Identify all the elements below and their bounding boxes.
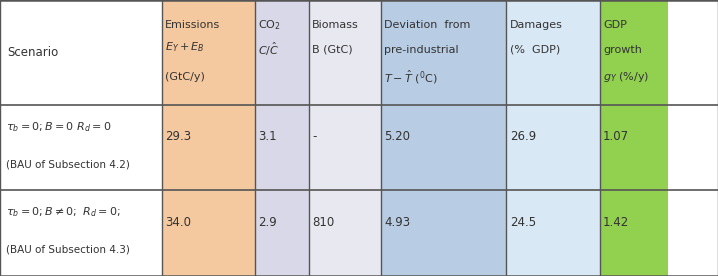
Text: 24.5: 24.5: [510, 216, 536, 229]
Bar: [0, 0, 162, 105]
Bar: [255, 105, 309, 190]
Bar: [381, 190, 506, 276]
Text: 5.20: 5.20: [384, 130, 410, 143]
Text: 29.3: 29.3: [165, 130, 191, 143]
Bar: [381, 0, 506, 105]
Text: (%  GDP): (% GDP): [510, 45, 560, 55]
Text: 34.0: 34.0: [165, 216, 191, 229]
Bar: [162, 105, 255, 190]
Text: $C/\hat{C}$: $C/\hat{C}$: [258, 41, 280, 59]
Text: growth: growth: [603, 45, 642, 55]
Text: 810: 810: [312, 216, 335, 229]
Text: -: -: [312, 130, 317, 143]
Bar: [600, 105, 668, 190]
Text: (BAU of Subsection 4.3): (BAU of Subsection 4.3): [6, 245, 130, 255]
Text: (GtC/y): (GtC/y): [165, 72, 205, 82]
Text: CO$_2$: CO$_2$: [258, 18, 281, 32]
Bar: [255, 190, 309, 276]
Text: GDP: GDP: [603, 20, 627, 30]
Text: 3.1: 3.1: [258, 130, 277, 143]
Text: $E_Y + E_B$: $E_Y + E_B$: [165, 40, 205, 54]
Text: $g_Y$ (%/y): $g_Y$ (%/y): [603, 70, 650, 84]
Bar: [506, 190, 600, 276]
Text: 2.9: 2.9: [258, 216, 277, 229]
Text: (BAU of Subsection 4.2): (BAU of Subsection 4.2): [6, 159, 130, 169]
Text: Biomass: Biomass: [312, 20, 359, 30]
Bar: [309, 0, 381, 105]
Bar: [162, 190, 255, 276]
Bar: [506, 105, 600, 190]
Text: Deviation  from: Deviation from: [384, 20, 470, 30]
Text: 4.93: 4.93: [384, 216, 410, 229]
Bar: [309, 190, 381, 276]
Bar: [255, 0, 309, 105]
Text: 1.07: 1.07: [603, 130, 629, 143]
Text: $\tau_b = 0; B = 0\ R_d = 0$: $\tau_b = 0; B = 0\ R_d = 0$: [6, 120, 111, 134]
Text: 26.9: 26.9: [510, 130, 536, 143]
Bar: [506, 0, 600, 105]
Bar: [0, 190, 162, 276]
Text: Damages: Damages: [510, 20, 563, 30]
Text: pre-industrial: pre-industrial: [384, 45, 459, 55]
Bar: [162, 0, 255, 105]
Bar: [600, 190, 668, 276]
Text: $\tau_b = 0; B \neq 0;\ R_d = 0;$: $\tau_b = 0; B \neq 0;\ R_d = 0;$: [6, 206, 121, 219]
Bar: [0, 105, 162, 190]
Text: B (GtC): B (GtC): [312, 45, 353, 55]
Text: 1.42: 1.42: [603, 216, 630, 229]
Bar: [309, 105, 381, 190]
Text: Emissions: Emissions: [165, 20, 220, 30]
Bar: [600, 0, 668, 105]
Text: $T - \hat{T}$ ($^{0}$C): $T - \hat{T}$ ($^{0}$C): [384, 68, 438, 86]
Bar: [381, 105, 506, 190]
Text: Scenario: Scenario: [7, 46, 58, 59]
